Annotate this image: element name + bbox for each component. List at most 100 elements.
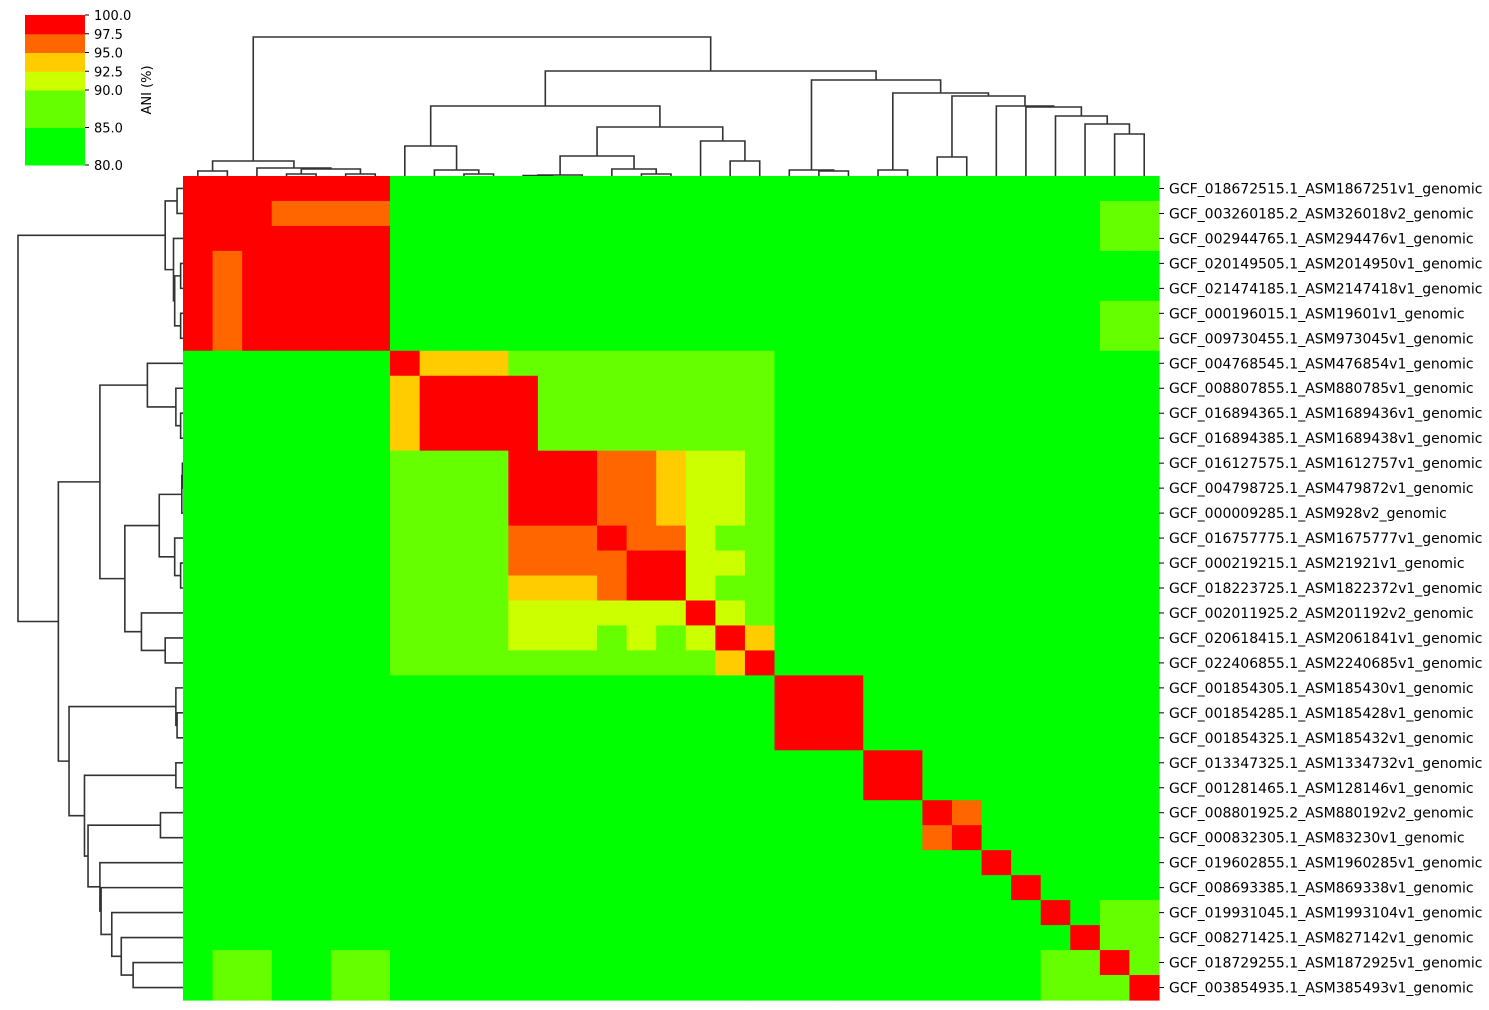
heatmap-cell <box>271 900 302 926</box>
heatmap-cell <box>656 575 687 602</box>
dendrogram-link <box>83 774 176 857</box>
heatmap-cell <box>330 925 362 951</box>
heatmap-cell <box>1040 500 1071 527</box>
heatmap-cell <box>449 176 480 202</box>
heatmap-cell <box>833 300 864 327</box>
heatmap-cell <box>1129 625 1160 652</box>
heatmap-cell <box>1070 550 1101 577</box>
heatmap-cell <box>597 550 628 577</box>
heatmap-cell <box>715 350 746 377</box>
heatmap-cell <box>685 500 716 527</box>
heatmap-cell <box>833 875 864 901</box>
heatmap-cell <box>1129 700 1160 726</box>
heatmap-cell <box>951 975 983 1001</box>
heatmap-cell <box>744 325 776 352</box>
heatmap-cell <box>626 575 657 602</box>
heatmap-cell <box>242 775 273 801</box>
heatmap-cell <box>804 375 835 402</box>
heatmap-cell <box>1011 200 1042 227</box>
heatmap-cell <box>508 800 539 826</box>
heatmap-cell <box>744 650 776 676</box>
row-label: GCF_004768545.1_ASM476854v1_genomic <box>1169 356 1474 372</box>
heatmap-cell <box>449 875 480 901</box>
heatmap-cell <box>330 825 362 851</box>
heatmap-cell <box>1099 176 1131 202</box>
heatmap-cell <box>656 800 687 826</box>
heatmap-cell <box>1040 675 1071 701</box>
dendrogram-link <box>140 612 183 652</box>
heatmap-cell <box>981 475 1012 502</box>
heatmap-cell <box>981 700 1012 726</box>
colorbar-bin <box>25 15 85 35</box>
heatmap-cell <box>242 675 273 701</box>
heatmap-cell <box>892 950 923 976</box>
heatmap-cell <box>715 900 746 926</box>
heatmap-cell <box>567 575 598 602</box>
heatmap-cell <box>833 850 864 876</box>
heatmap-cell <box>449 300 480 327</box>
heatmap-cell <box>567 350 598 377</box>
heatmap-cell <box>1070 375 1101 402</box>
heatmap-cell <box>951 500 983 527</box>
heatmap-cell <box>1040 575 1071 602</box>
heatmap-cell <box>656 825 687 851</box>
heatmap-cell <box>863 250 894 277</box>
heatmap-cell <box>330 225 362 252</box>
heatmap-cell <box>922 825 953 851</box>
heatmap-cell <box>478 750 509 776</box>
heatmap-cell <box>922 550 953 577</box>
heatmap-cell <box>597 575 628 602</box>
heatmap-cell <box>892 300 923 327</box>
heatmap-cell <box>922 600 953 627</box>
heatmap-cell <box>567 875 598 901</box>
heatmap-cell <box>597 700 628 726</box>
heatmap-cell <box>330 400 362 427</box>
heatmap-cell <box>981 575 1012 602</box>
heatmap-cell <box>271 725 302 751</box>
heatmap-cell <box>212 450 243 477</box>
heatmap-cell <box>419 176 450 202</box>
heatmap-cell <box>744 775 776 801</box>
heatmap-cell <box>1129 350 1160 377</box>
heatmap-cell <box>1070 575 1101 602</box>
heatmap-cell <box>1099 200 1131 227</box>
heatmap-cell <box>626 325 657 352</box>
heatmap-cell <box>508 675 539 701</box>
heatmap-cell <box>212 400 243 427</box>
heatmap-cell <box>360 775 391 801</box>
heatmap-cell <box>892 400 923 427</box>
heatmap-cell <box>626 675 657 701</box>
heatmap-cell <box>774 575 805 602</box>
heatmap-cell <box>183 650 214 676</box>
heatmap-cell <box>1129 325 1160 352</box>
heatmap-cell <box>922 200 953 227</box>
heatmap-cell <box>419 225 450 252</box>
heatmap-cell <box>271 176 302 202</box>
heatmap-cell <box>1099 850 1131 876</box>
heatmap-cell <box>774 225 805 252</box>
heatmap-cell <box>449 275 480 302</box>
heatmap-cell <box>242 950 273 976</box>
heatmap-cell <box>183 700 214 726</box>
heatmap-cell <box>951 250 983 277</box>
heatmap-cell <box>183 925 214 951</box>
heatmap-cell <box>419 525 450 552</box>
heatmap-cell <box>212 176 243 202</box>
heatmap-cell <box>242 475 273 502</box>
dendrogram-link <box>175 387 183 427</box>
heatmap-cell <box>330 950 362 976</box>
heatmap-cell <box>892 625 923 652</box>
heatmap-cell <box>597 600 628 627</box>
dendrogram-link <box>175 687 183 727</box>
heatmap-cell <box>744 225 776 252</box>
heatmap-cell <box>478 900 509 926</box>
heatmap-cell <box>744 750 776 776</box>
heatmap-cell <box>301 450 332 477</box>
heatmap-cell <box>715 700 746 726</box>
heatmap-cell <box>1040 550 1071 577</box>
row-label: GCF_000832305.1_ASM83230v1_genomic <box>1169 831 1465 847</box>
heatmap-cell <box>892 425 923 452</box>
heatmap-cell <box>419 800 450 826</box>
heatmap-cell <box>330 200 362 227</box>
heatmap-cell <box>922 975 953 1001</box>
